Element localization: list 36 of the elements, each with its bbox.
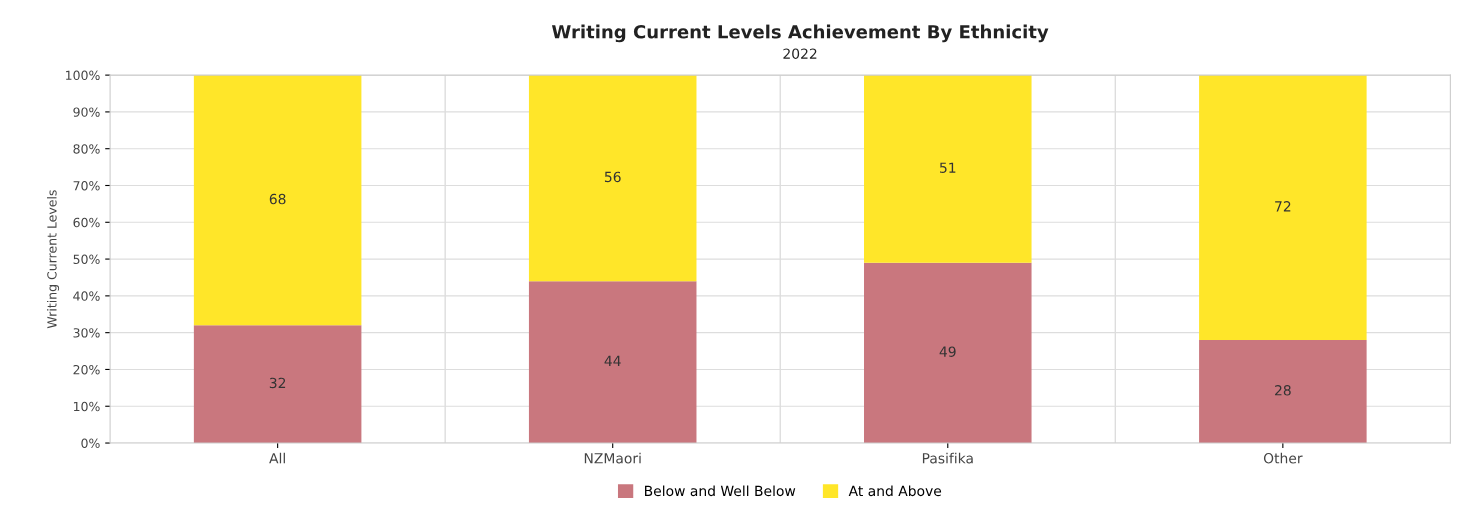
bar <box>1199 75 1367 341</box>
bar <box>193 325 362 444</box>
x-tick-label: Pasifika <box>922 452 973 464</box>
y-tick-label: 60% <box>73 217 100 228</box>
bar <box>864 262 1032 444</box>
data-label: 68 <box>269 193 286 205</box>
y-axis-title: Writing Current Levels <box>46 190 60 329</box>
y-tick-label: 70% <box>73 180 100 191</box>
data-label: 44 <box>604 355 621 366</box>
y-tick-label: 80% <box>73 144 100 154</box>
data-label: 28 <box>1275 385 1291 396</box>
y-tick-label: 20% <box>73 364 100 375</box>
bar <box>528 75 697 282</box>
x-tick-label: NZMaori <box>584 452 641 464</box>
bar <box>528 281 697 444</box>
y-tick-label: 30% <box>73 328 100 338</box>
x-tick-label: Other <box>1263 452 1303 464</box>
legend-label: At and Above <box>848 485 942 497</box>
data-label: 49 <box>939 346 956 357</box>
y-tick-label: 10% <box>73 401 100 412</box>
y-tick-label: 100% <box>66 70 100 81</box>
data-label: 32 <box>269 377 286 389</box>
y-tick-label: 50% <box>73 254 100 264</box>
y-tick-label: 0% <box>81 438 100 448</box>
chart-subtitle: 2022 <box>783 48 817 59</box>
x-tick-label: All <box>269 452 285 464</box>
data-label: 72 <box>1275 201 1291 212</box>
data-label: 51 <box>940 162 956 173</box>
legend-label: Below and Well Below <box>645 485 796 497</box>
y-tick-label: 40% <box>73 291 100 301</box>
bar <box>1199 340 1367 444</box>
bar <box>864 75 1032 263</box>
y-tick-label: 90% <box>73 107 100 117</box>
data-label: 56 <box>604 171 621 183</box>
bar <box>193 75 362 326</box>
chart-title: Writing Current Levels Achievement By Ethnicity <box>551 24 1049 43</box>
